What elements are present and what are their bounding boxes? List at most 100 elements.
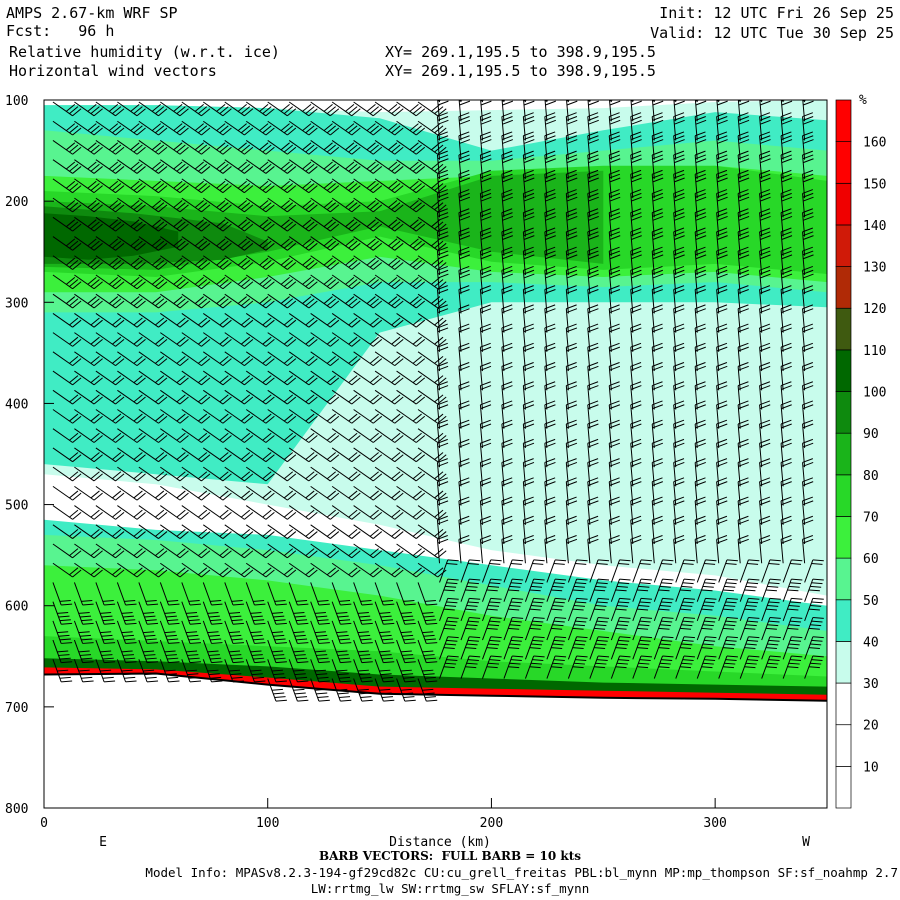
wind-barb xyxy=(546,578,556,602)
wind-barb-feather xyxy=(545,177,556,183)
wind-barb-feather xyxy=(630,150,642,156)
wind-barb-feather xyxy=(369,259,379,268)
wind-barb-feather xyxy=(566,535,577,540)
wind-barb-feather xyxy=(481,82,491,86)
wind-barb xyxy=(802,539,806,564)
wind-barb-feather xyxy=(759,285,771,290)
wind-barb xyxy=(160,216,181,232)
wind-barb-feather xyxy=(201,550,211,559)
colorbar-tick-label: 100 xyxy=(863,386,886,401)
wind-barb-feather xyxy=(738,269,749,275)
wind-barb-feather xyxy=(695,173,706,179)
wind-barb-feather xyxy=(459,173,470,179)
wind-barb-feather xyxy=(230,634,242,637)
wind-barb-feather xyxy=(283,317,294,326)
wind-barb-feather xyxy=(509,585,521,588)
wind-barb xyxy=(202,274,224,290)
wind-barb-feather xyxy=(115,185,125,194)
colorbar-bin xyxy=(835,307,852,351)
wind-barb xyxy=(417,582,427,606)
wind-barb xyxy=(503,636,513,660)
wind-barb-feather xyxy=(717,215,728,221)
colorbar-tick-label: 140 xyxy=(863,219,886,234)
wind-barb-feather xyxy=(130,161,140,170)
wind-barb-feather xyxy=(674,82,684,86)
wind-barb-feather xyxy=(630,212,642,217)
wind-barb-feather xyxy=(566,139,578,144)
wind-barb-feather xyxy=(695,273,707,279)
wind-barb-feather xyxy=(287,569,297,578)
wind-barb-feather xyxy=(339,638,351,641)
wind-barb-feather xyxy=(544,515,556,521)
wind-barb-feather xyxy=(631,82,641,86)
wind-barb-feather xyxy=(695,177,707,183)
wind-barb-feather xyxy=(639,620,651,623)
wind-barb-feather xyxy=(244,531,254,539)
wind-barb-feather xyxy=(198,413,208,422)
wind-barb-feather xyxy=(598,578,610,581)
wind-barb-feather xyxy=(480,342,491,348)
wind-barb xyxy=(458,500,462,525)
wind-barb-feather xyxy=(681,585,693,588)
wind-barb-feather xyxy=(459,116,470,121)
wind-barb-feather xyxy=(596,563,608,565)
wind-barb xyxy=(522,347,526,372)
wind-barb xyxy=(460,578,470,602)
wind-barb-feather xyxy=(326,567,336,576)
wind-barb-feather xyxy=(769,655,781,658)
wind-barb-feather xyxy=(326,106,336,114)
wind-barb-feather xyxy=(747,582,759,585)
wind-barb-feather xyxy=(781,423,792,429)
wind-barb-feather xyxy=(194,104,204,112)
wind-barb-feather xyxy=(652,196,664,202)
wind-barb xyxy=(479,500,483,525)
wind-barb-feather xyxy=(725,582,737,585)
wind-barb xyxy=(675,100,677,103)
wind-barb xyxy=(501,270,505,295)
wind-barb-feather xyxy=(412,240,422,249)
wind-barb-feather xyxy=(769,597,781,600)
wind-barb xyxy=(396,140,417,155)
wind-barb-feather xyxy=(501,246,513,252)
wind-barb-feather xyxy=(308,166,318,174)
wind-barb-feather xyxy=(630,285,642,290)
wind-barb xyxy=(544,135,548,160)
wind-barb xyxy=(630,251,634,276)
wind-barb xyxy=(374,351,396,367)
wind-barb-feather xyxy=(652,519,664,525)
wind-barb-feather xyxy=(158,358,168,366)
wind-barb-feather xyxy=(437,285,448,290)
wind-barb-feather xyxy=(287,185,297,194)
wind-barb-feather xyxy=(738,538,749,544)
wind-barb-feather xyxy=(133,490,143,499)
wind-barb-feather xyxy=(372,358,383,366)
wind-barb xyxy=(73,659,84,683)
wind-barb-feather xyxy=(326,298,336,307)
wind-barb-feather xyxy=(787,589,799,592)
wind-barb-feather xyxy=(609,323,620,329)
wind-barb-feather xyxy=(652,365,664,371)
wind-barb xyxy=(117,466,138,482)
wind-barb-feather xyxy=(173,238,183,247)
wind-barb xyxy=(587,327,591,352)
wind-barb-feather xyxy=(155,336,165,345)
wind-barb xyxy=(353,236,374,251)
wind-barb xyxy=(417,389,438,405)
wind-barb xyxy=(267,466,288,482)
wind-barb xyxy=(310,332,331,347)
wind-barb-feather xyxy=(447,597,459,600)
wind-barb-feather xyxy=(673,269,685,275)
wind-barb-feather xyxy=(780,477,792,483)
wind-barb-feather xyxy=(738,135,749,141)
wind-barb-feather xyxy=(759,208,771,214)
wind-barb xyxy=(245,582,255,606)
wind-barb-feather xyxy=(415,454,426,463)
wind-barb-feather xyxy=(695,269,706,275)
wind-barb-feather xyxy=(302,257,312,266)
wind-barb xyxy=(224,140,245,155)
wind-barb-feather xyxy=(90,221,100,230)
wind-barb-feather xyxy=(369,279,379,287)
wind-barb-feather xyxy=(121,669,133,672)
wind-barb-feather xyxy=(136,319,146,328)
wind-barb-feather xyxy=(510,601,522,604)
